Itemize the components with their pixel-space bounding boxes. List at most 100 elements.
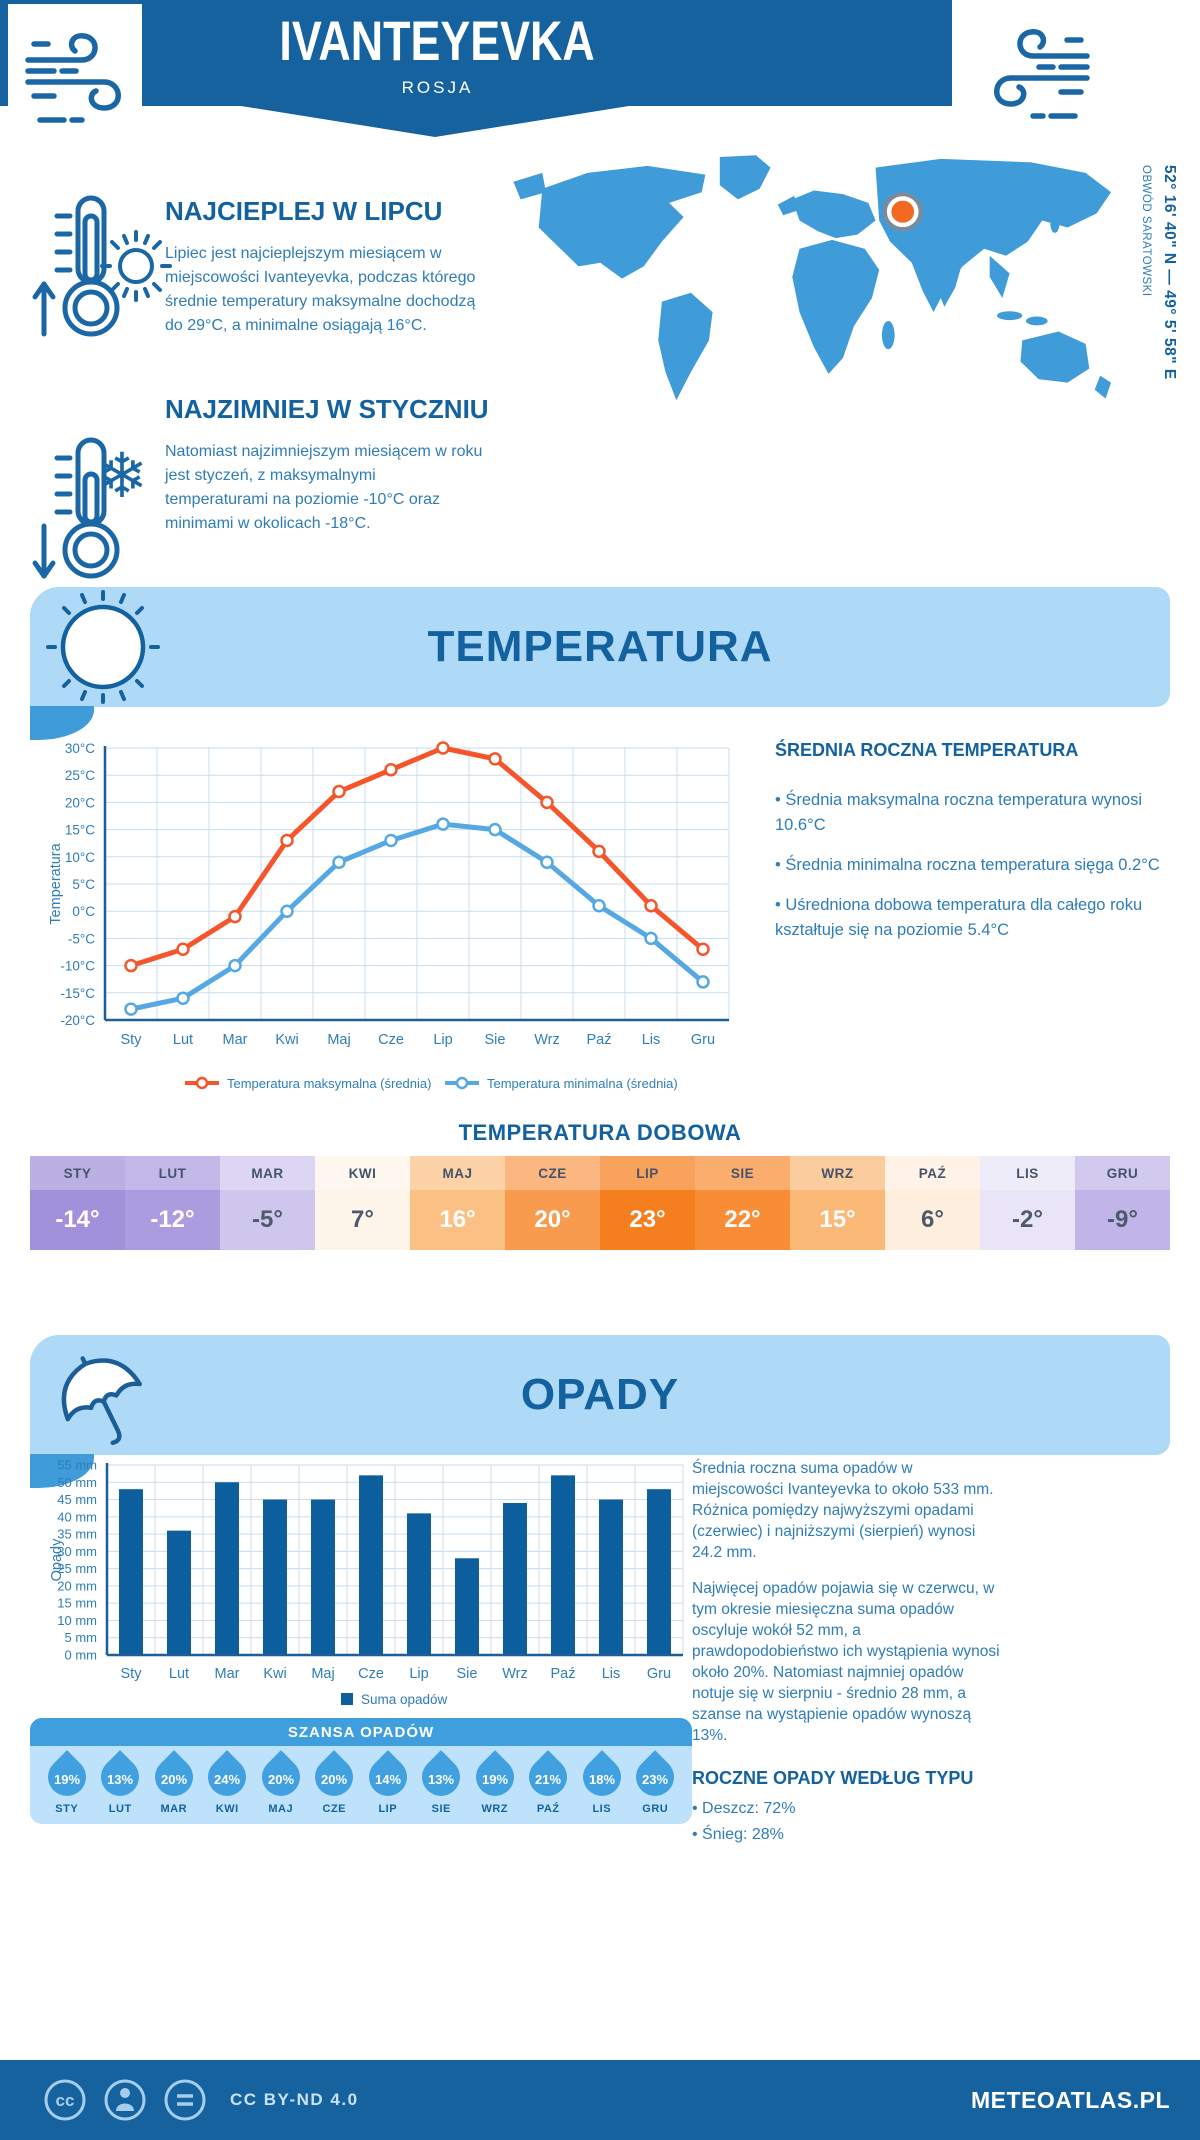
umbrella-icon [61,1356,142,1446]
svg-text:Kwi: Kwi [263,1666,286,1682]
temp-value-cell: -14° [30,1190,125,1250]
temp-table-column: MAR -5° [220,1156,315,1250]
temp-table-column: STY -14° [30,1156,125,1250]
annual-temp-bullet: • Uśredniona dobowa temperatura dla całe… [775,896,1143,939]
svg-text:Lis: Lis [602,1666,621,1682]
svg-text:Gru: Gru [691,1032,715,1048]
chance-percent: 24% [214,1772,241,1787]
raindrop-icon: 18% [574,1750,629,1804]
temp-value-cell: 15° [790,1190,885,1250]
wind-icon [25,33,121,123]
svg-text:Sie: Sie [485,1032,506,1048]
region-label: OBWÓD SARATOWSKI [1140,165,1152,297]
svg-text:5 mm: 5 mm [65,1630,98,1645]
svg-text:10 mm: 10 mm [57,1613,97,1628]
svg-text:Suma opadów: Suma opadów [361,1692,448,1707]
chance-percent: 19% [53,1772,80,1787]
svg-text:35 mm: 35 mm [57,1527,97,1542]
sun-icon [100,230,172,302]
precip-chance-item: 20% MAR [146,1746,201,1815]
month-header-cell: GRU [1075,1156,1170,1190]
daily-temp-table: STY -14° LUT -12° MAR -5° KWI 7° MAJ 16° CZE 20° LIP… [30,1156,1170,1250]
temp-value-cell: -12° [125,1190,220,1250]
precip-banner [30,1335,1170,1455]
svg-text:50 mm: 50 mm [57,1475,97,1490]
svg-text:30 mm: 30 mm [57,1544,97,1559]
precip-chance-item: 14% LIP [360,1746,415,1815]
temp-table-column: LUT -12° [125,1156,220,1250]
header-band [0,0,952,106]
thermometer-warm-icon [32,195,120,337]
temperature-banner [30,587,1170,707]
location-marker [886,196,919,228]
svg-text:Kwi: Kwi [275,1032,298,1048]
temp-table-column: MAJ 16° [410,1156,505,1250]
header-ribbon-tail [235,105,635,137]
raindrop-icon: 20% [307,1750,362,1804]
warmest-heading: NAJCIEPLEJ W LIPCU [165,196,443,226]
precip-chance-title: SZANSA OPADÓW [30,1718,692,1746]
svg-text:Temperatura: Temperatura [48,842,64,924]
temp-table-column: CZE 20° [505,1156,600,1250]
precip-type-bullet: • Śnieg: 28% [692,1826,784,1843]
svg-text:Opady: Opady [49,1538,65,1581]
raindrop-icon: 13% [93,1750,148,1804]
svg-text:Lip: Lip [409,1666,428,1682]
svg-text:25 mm: 25 mm [57,1561,97,1576]
raindrop-icon: 20% [253,1750,308,1804]
month-header-cell: PAŹ [885,1156,980,1190]
temp-value-cell: 7° [315,1190,410,1250]
chance-month-label: SIE [431,1803,451,1815]
chance-month-label: WRZ [481,1803,509,1815]
svg-text:0°C: 0°C [72,904,95,919]
svg-text:Lut: Lut [169,1666,189,1682]
svg-text:-15°C: -15°C [60,986,95,1001]
svg-text:Temperatura minimalna (średnia: Temperatura minimalna (średnia) [487,1076,678,1091]
raindrop-icon: 21% [521,1750,576,1804]
chance-percent: 18% [588,1772,615,1787]
svg-text:55 mm: 55 mm [57,1458,97,1473]
month-header-cell: LIS [980,1156,1075,1190]
svg-text:5°C: 5°C [72,877,95,892]
svg-text:Paź: Paź [587,1032,612,1048]
brand-logo: METEOATLAS.PL [970,2086,1170,2113]
month-header-cell: SIE [695,1156,790,1190]
svg-text:15°C: 15°C [65,823,95,838]
svg-text:Sty: Sty [121,1666,143,1682]
svg-text:Lis: Lis [642,1032,661,1048]
svg-text:Paź: Paź [551,1666,576,1682]
chance-month-label: GRU [642,1803,669,1815]
svg-text:20°C: 20°C [65,795,95,810]
svg-text:40 mm: 40 mm [57,1509,97,1524]
daily-temp-title: TEMPERATURA DOBOWA [458,1120,742,1145]
svg-text:Mar: Mar [215,1666,240,1682]
city-name: IVANTEYEVKA [279,9,596,72]
precip-chance-item: 19% STY [39,1746,94,1815]
chance-month-label: MAJ [268,1803,294,1815]
wind-icon [994,29,1090,119]
svg-text:25°C: 25°C [65,768,95,783]
temp-value-cell: 16° [410,1190,505,1250]
temp-value-cell: -2° [980,1190,1075,1250]
chance-month-label: KWI [215,1803,239,1815]
svg-text:Sty: Sty [121,1032,143,1048]
cc-nd-icon [164,2079,206,2121]
chance-percent: 19% [481,1772,508,1787]
svg-text:Sie: Sie [457,1666,478,1682]
month-header-cell: MAR [220,1156,315,1190]
svg-text:45 mm: 45 mm [57,1492,97,1507]
precip-bar-chart: 55 mm 50 mm 45 mm 40 mm 35 mm 30 mm 25 mm 20 mm… [49,1458,684,1707]
month-header-cell: LIP [600,1156,695,1190]
temp-table-column: KWI 7° [315,1156,410,1250]
precip-chance-item: 13% SIE [414,1746,469,1815]
chance-month-label: CZE [322,1803,346,1815]
svg-text:cc: cc [56,2091,75,2110]
annual-temp-bullets: • Średnia maksymalna roczna temperatura … [775,788,1167,958]
month-header-cell: LUT [125,1156,220,1190]
temp-value-cell: 22° [695,1190,790,1250]
precip-chance-item: 24% KWI [200,1746,255,1815]
page-title: IVANTEYEVKA [145,8,730,73]
cc-attribution-icon [104,2079,146,2121]
thermometer-cold-icon [32,437,120,579]
warmest-text: Lipiec jest najcieplejszym miesiącem w m… [165,245,476,334]
